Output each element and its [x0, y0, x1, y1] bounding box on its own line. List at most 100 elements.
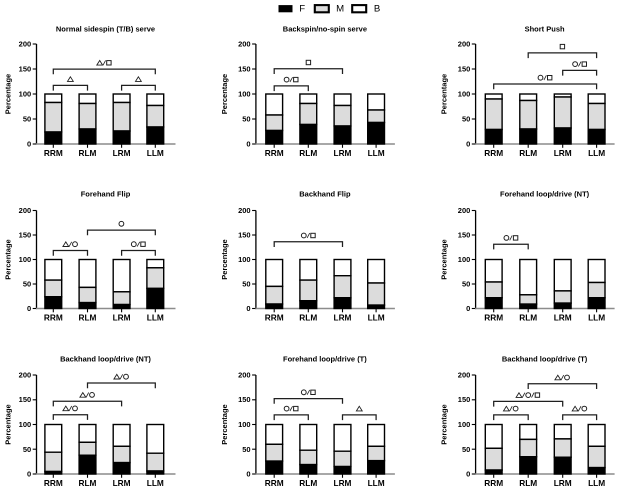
- svg-text:0: 0: [466, 140, 470, 149]
- svg-text:0: 0: [27, 470, 31, 479]
- svg-text:Percentage: Percentage: [440, 404, 449, 444]
- svg-text:LLM: LLM: [147, 312, 164, 322]
- svg-text:150: 150: [19, 395, 32, 404]
- svg-text:50: 50: [23, 280, 31, 289]
- svg-text:M: M: [336, 4, 344, 15]
- svg-text:Forehand Flip: Forehand Flip: [81, 190, 131, 199]
- svg-text:RRM: RRM: [484, 148, 503, 158]
- svg-text:150: 150: [19, 65, 32, 74]
- svg-text:RRM: RRM: [44, 478, 63, 488]
- svg-text:LRM: LRM: [334, 148, 352, 158]
- svg-text:100: 100: [19, 90, 32, 99]
- svg-text:RLM: RLM: [519, 312, 537, 322]
- svg-text:LRM: LRM: [554, 148, 572, 158]
- svg-text:Backhand loop/drive (NT): Backhand loop/drive (NT): [60, 355, 151, 364]
- svg-text:LRM: LRM: [113, 478, 131, 488]
- svg-text:50: 50: [23, 115, 31, 124]
- svg-text:0: 0: [246, 470, 250, 479]
- svg-text:RLM: RLM: [519, 478, 537, 488]
- svg-text:RLM: RLM: [79, 478, 97, 488]
- svg-text:LLM: LLM: [588, 148, 605, 158]
- svg-text:Forehand loop/drive (T): Forehand loop/drive (T): [283, 355, 367, 364]
- svg-text:Percentage: Percentage: [440, 239, 449, 279]
- svg-text:LLM: LLM: [368, 312, 385, 322]
- svg-text:RLM: RLM: [79, 148, 97, 158]
- svg-text:Percentage: Percentage: [220, 404, 229, 444]
- svg-text:150: 150: [19, 231, 32, 240]
- svg-text:LRM: LRM: [113, 148, 131, 158]
- svg-text:0: 0: [246, 140, 250, 149]
- svg-text:LLM: LLM: [147, 478, 164, 488]
- svg-text:LLM: LLM: [368, 478, 385, 488]
- svg-text:0: 0: [27, 140, 31, 149]
- svg-text:50: 50: [23, 445, 31, 454]
- svg-text:RLM: RLM: [519, 148, 537, 158]
- svg-text:RLM: RLM: [299, 478, 317, 488]
- svg-text:Percentage: Percentage: [4, 404, 13, 444]
- svg-text:200: 200: [458, 40, 471, 49]
- svg-text:Percentage: Percentage: [220, 239, 229, 279]
- svg-text:Normal sidespin (T/B) serve: Normal sidespin (T/B) serve: [56, 25, 155, 34]
- svg-text:LLM: LLM: [147, 148, 164, 158]
- svg-text:RRM: RRM: [44, 312, 63, 322]
- svg-text:0: 0: [466, 470, 470, 479]
- svg-text:Percentage: Percentage: [4, 74, 13, 114]
- svg-text:Percentage: Percentage: [220, 74, 229, 114]
- svg-text:RLM: RLM: [299, 312, 317, 322]
- svg-text:Percentage: Percentage: [4, 239, 13, 279]
- svg-text:RRM: RRM: [265, 312, 284, 322]
- svg-text:100: 100: [238, 90, 251, 99]
- svg-text:200: 200: [19, 371, 32, 380]
- svg-text:100: 100: [19, 420, 32, 429]
- svg-text:RRM: RRM: [265, 478, 284, 488]
- svg-text:LRM: LRM: [554, 478, 572, 488]
- svg-text:Backspin/no-spin serve: Backspin/no-spin serve: [283, 25, 367, 34]
- svg-text:200: 200: [238, 371, 251, 380]
- svg-text:100: 100: [238, 420, 251, 429]
- svg-text:LRM: LRM: [113, 312, 131, 322]
- svg-text:LRM: LRM: [334, 312, 352, 322]
- svg-text:50: 50: [242, 445, 250, 454]
- svg-text:150: 150: [238, 65, 251, 74]
- svg-text:Short Push: Short Push: [525, 25, 565, 34]
- svg-text:LLM: LLM: [588, 478, 605, 488]
- svg-text:200: 200: [458, 371, 471, 380]
- svg-text:Percentage: Percentage: [440, 74, 449, 114]
- svg-text:LLM: LLM: [368, 148, 385, 158]
- svg-text:RRM: RRM: [44, 148, 63, 158]
- svg-text:150: 150: [458, 395, 471, 404]
- svg-text:200: 200: [238, 40, 251, 49]
- svg-text:100: 100: [238, 255, 251, 264]
- svg-text:LLM: LLM: [588, 312, 605, 322]
- svg-text:50: 50: [242, 280, 250, 289]
- svg-text:0: 0: [246, 304, 250, 313]
- svg-text:RLM: RLM: [299, 148, 317, 158]
- svg-text:50: 50: [462, 280, 470, 289]
- svg-text:Forehand loop/drive (NT): Forehand loop/drive (NT): [500, 190, 590, 199]
- svg-text:B: B: [374, 4, 380, 15]
- svg-text:200: 200: [458, 206, 471, 215]
- svg-text:RRM: RRM: [484, 478, 503, 488]
- svg-text:Backhand Flip: Backhand Flip: [299, 190, 351, 199]
- svg-text:0: 0: [466, 304, 470, 313]
- svg-text:100: 100: [458, 90, 471, 99]
- svg-text:100: 100: [458, 420, 471, 429]
- svg-text:0: 0: [27, 304, 31, 313]
- svg-text:RLM: RLM: [79, 312, 97, 322]
- svg-text:150: 150: [238, 395, 251, 404]
- svg-text:Backhand loop/drive (T): Backhand loop/drive (T): [502, 355, 588, 364]
- svg-text:50: 50: [462, 445, 470, 454]
- svg-text:200: 200: [238, 206, 251, 215]
- svg-text:50: 50: [462, 115, 470, 124]
- svg-text:LRM: LRM: [554, 312, 572, 322]
- svg-text:200: 200: [19, 40, 32, 49]
- svg-text:100: 100: [19, 255, 32, 264]
- svg-text:150: 150: [458, 65, 471, 74]
- svg-text:150: 150: [238, 231, 251, 240]
- svg-text:RRM: RRM: [484, 312, 503, 322]
- svg-text:100: 100: [458, 255, 471, 264]
- svg-text:200: 200: [19, 206, 32, 215]
- svg-text:RRM: RRM: [265, 148, 284, 158]
- svg-text:50: 50: [242, 115, 250, 124]
- svg-text:LRM: LRM: [334, 478, 352, 488]
